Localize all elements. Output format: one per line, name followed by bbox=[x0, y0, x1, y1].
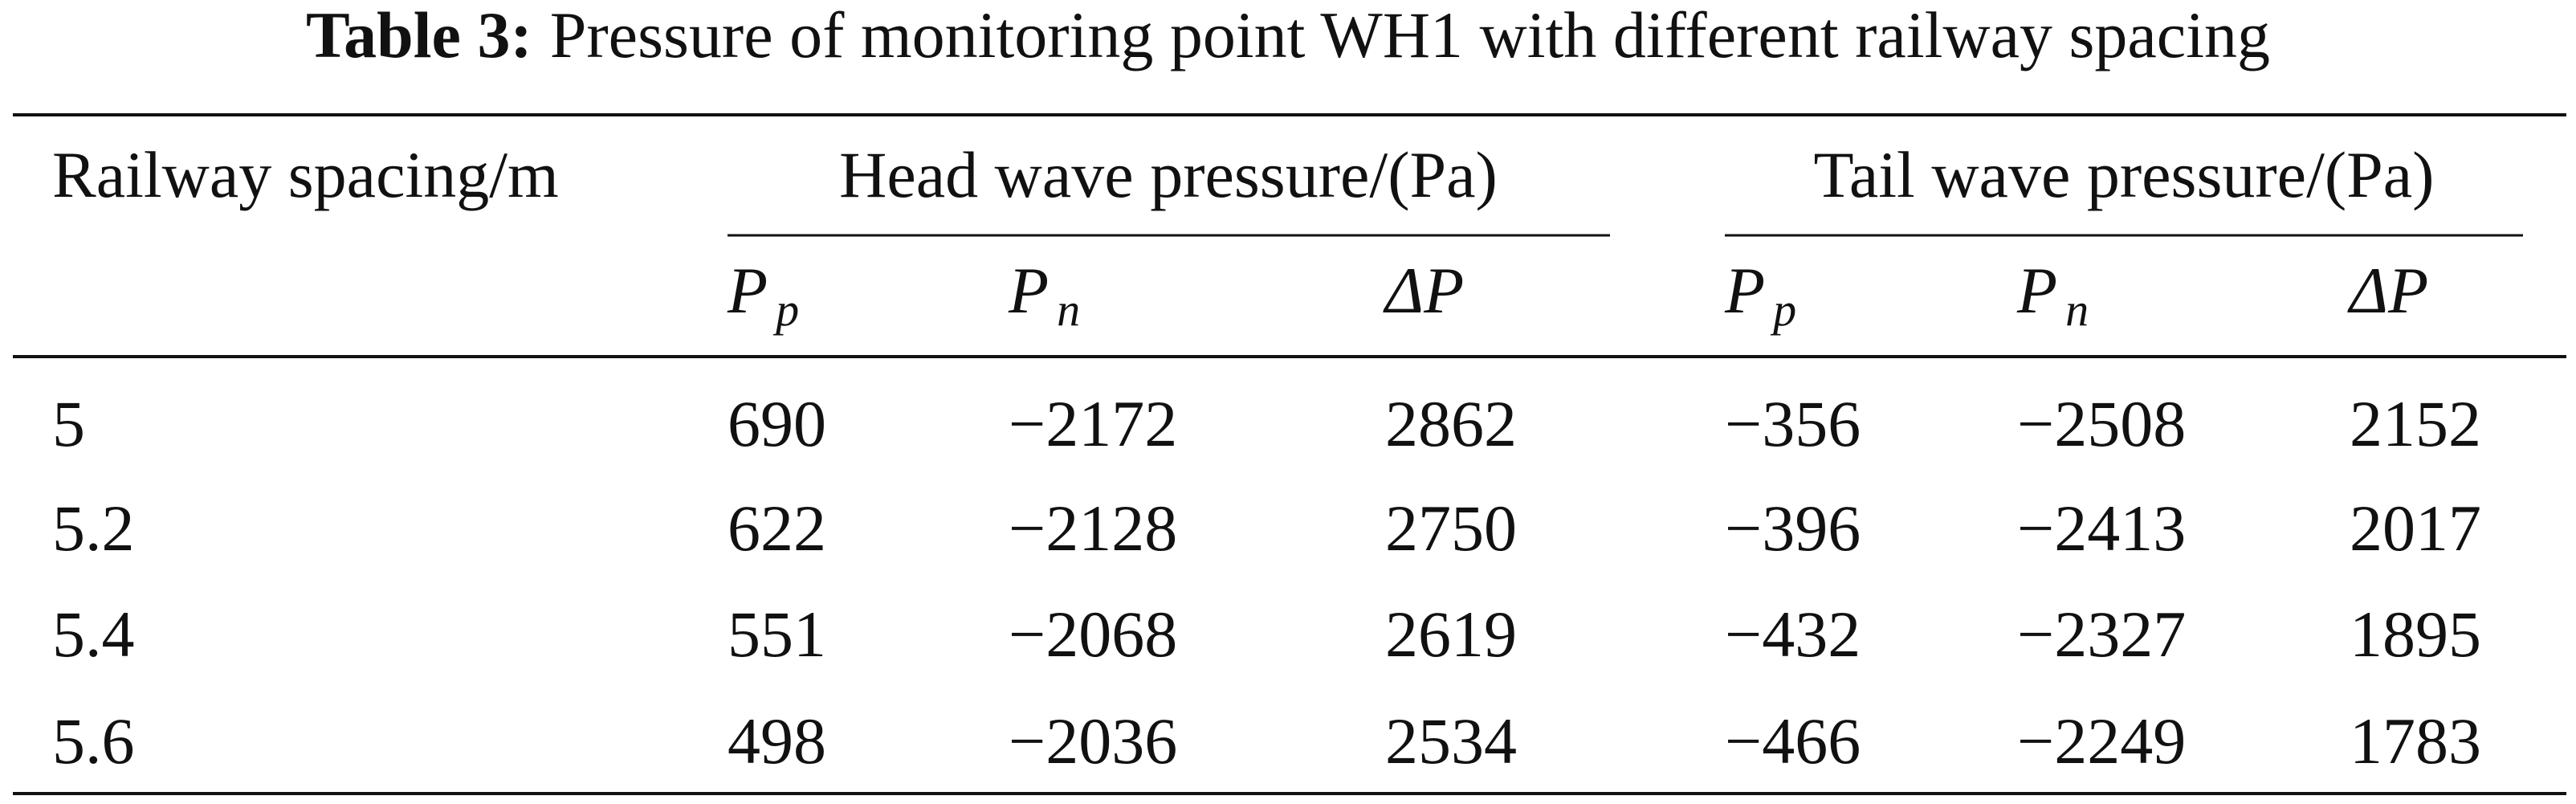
cell: 5 bbox=[52, 387, 85, 460]
cell: 2534 bbox=[1385, 704, 1517, 777]
symbol: P bbox=[1008, 254, 1049, 327]
cell: −2036 bbox=[1009, 704, 1177, 777]
cell: 2750 bbox=[1385, 492, 1517, 565]
caption-label: Table 3: bbox=[306, 0, 532, 71]
symbol: P bbox=[727, 254, 768, 327]
subheader-cell: ΔP bbox=[1383, 254, 1464, 327]
cell: −432 bbox=[1725, 598, 1861, 671]
cell: 551 bbox=[728, 598, 826, 671]
subscript: p bbox=[1770, 284, 1796, 336]
subscript: n bbox=[1057, 284, 1080, 336]
subscript: p bbox=[772, 284, 799, 336]
cell: −356 bbox=[1725, 387, 1861, 460]
cell: 5.6 bbox=[52, 704, 135, 777]
subscript: n bbox=[2065, 284, 2089, 336]
cell: −2128 bbox=[1009, 492, 1177, 565]
cell: 5.2 bbox=[52, 492, 135, 565]
symbol: P bbox=[1724, 254, 1765, 327]
cell: 1895 bbox=[2350, 598, 2481, 671]
cell: 2152 bbox=[2350, 387, 2481, 460]
subheader-cell: ΔP bbox=[2347, 254, 2428, 327]
cell: 498 bbox=[728, 704, 826, 777]
cell: 690 bbox=[728, 387, 826, 460]
cell: 2862 bbox=[1385, 387, 1517, 460]
header-group: Tail wave pressure/(Pa) bbox=[1814, 138, 2435, 211]
cell: 2017 bbox=[2350, 492, 2481, 565]
symbol: ΔP bbox=[2347, 254, 2428, 327]
cell: −2413 bbox=[2017, 492, 2186, 565]
cell: 622 bbox=[728, 492, 826, 565]
cell: 2619 bbox=[1385, 598, 1517, 671]
cell: −2508 bbox=[2017, 387, 2186, 460]
cell: −396 bbox=[1725, 492, 1861, 565]
caption-text: Pressure of monitoring point WH1 with di… bbox=[550, 0, 2270, 71]
cell: 5.4 bbox=[52, 598, 135, 671]
cell: −2327 bbox=[2017, 598, 2186, 671]
header-group: Head wave pressure/(Pa) bbox=[839, 138, 1498, 211]
caption: Table 3: Pressure of monitoring point WH1… bbox=[306, 0, 2270, 71]
cell: 1783 bbox=[2350, 704, 2481, 777]
header-cell: Railway spacing/m bbox=[52, 138, 559, 211]
symbol: P bbox=[2016, 254, 2057, 327]
cell: −2172 bbox=[1009, 387, 1177, 460]
symbol: ΔP bbox=[1383, 254, 1464, 327]
cell: −2068 bbox=[1009, 598, 1177, 671]
cell: −466 bbox=[1725, 704, 1861, 777]
cell: −2249 bbox=[2017, 704, 2186, 777]
